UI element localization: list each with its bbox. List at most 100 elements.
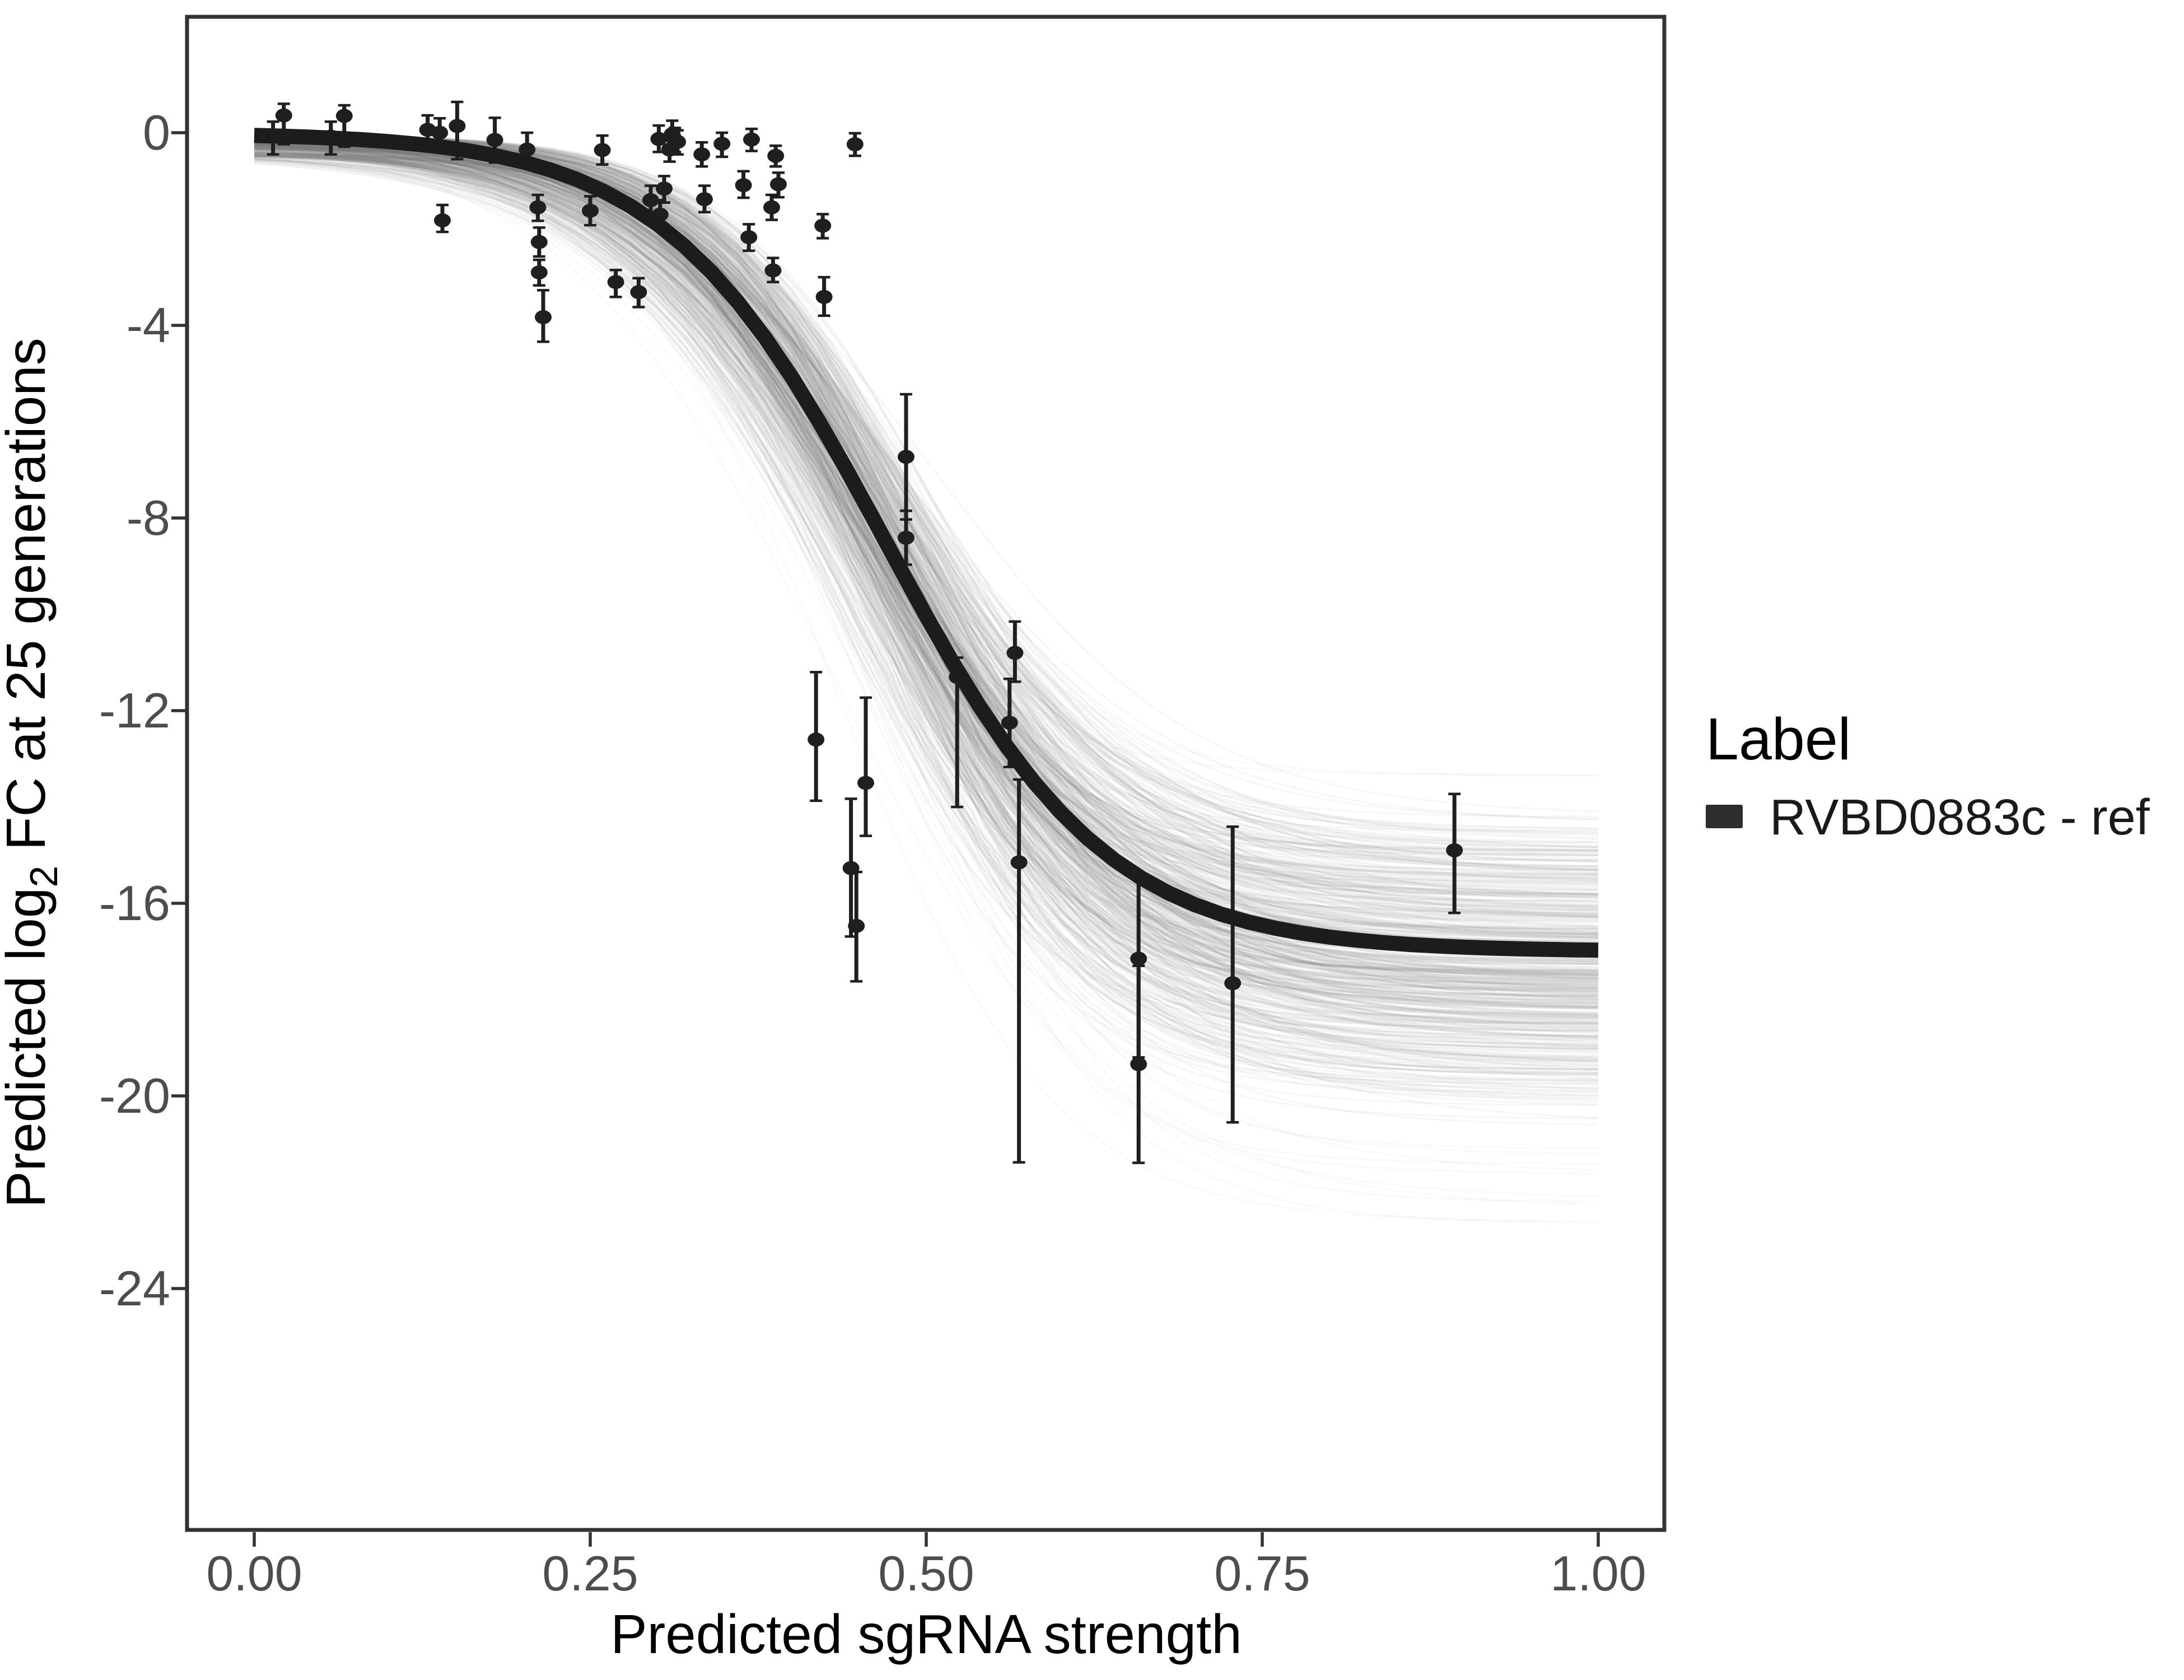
bootstrap-curve: [254, 162, 1599, 1096]
bootstrap-curve: [254, 143, 1599, 988]
bootstrap-curve: [254, 144, 1599, 881]
bootstrap-curve: [254, 141, 1599, 926]
data-point: [530, 265, 548, 279]
bootstrap-curve: [254, 142, 1599, 1011]
bootstrap-curve: [254, 143, 1599, 1018]
data-point: [582, 203, 599, 218]
bootstrap-curve: [254, 153, 1599, 1070]
data-point: [1010, 855, 1028, 870]
bootstrap-curve: [254, 142, 1599, 903]
x-axis: 0.00 0.25 0.50 0.75 1.00: [206, 1532, 1646, 1601]
data-point: [656, 181, 673, 196]
bootstrap-curve: [254, 135, 1599, 1045]
data-point-group: [661, 136, 678, 163]
data-point: [857, 776, 874, 790]
bootstrap-curve: [254, 147, 1599, 856]
bootstrap-curve: [254, 160, 1599, 974]
bootstrap-curve: [254, 133, 1599, 981]
bootstrap-curve: [254, 151, 1599, 965]
data-point: [898, 530, 914, 545]
bootstrap-curve: [254, 156, 1599, 961]
data-point: [693, 147, 711, 162]
data-point: [713, 137, 731, 151]
data-point: [486, 133, 503, 147]
data-point-group: [898, 393, 914, 521]
bootstrap-curve: [254, 133, 1599, 1009]
bootstrap-curve: [254, 157, 1599, 1063]
bootstrap-curve: [254, 141, 1599, 1023]
bootstrap-curve: [254, 141, 1599, 1005]
bootstrap-curve: [254, 143, 1599, 892]
bootstrap-curve: [254, 153, 1599, 936]
bootstrap-curve: [254, 155, 1599, 917]
y-axis-title-pre: Predicted log: [0, 888, 57, 1208]
bootstrap-curve: [254, 150, 1599, 933]
bootstrap-curve: [254, 133, 1599, 935]
legend: Label RVBD0883c - ref: [1706, 706, 2150, 846]
bootstrap-curve: [254, 138, 1599, 1059]
bootstrap-curve: [254, 145, 1599, 909]
bootstrap-curve: [254, 137, 1599, 1076]
data-point-group: [815, 276, 833, 318]
bootstrap-curve: [254, 142, 1599, 1038]
data-point: [431, 125, 449, 140]
bootstrap-curve: [254, 142, 1599, 839]
data-point: [1446, 843, 1463, 857]
bootstrap-curve: [254, 145, 1599, 1066]
bootstrap-curve: [254, 133, 1599, 876]
bootstrap-curve: [254, 146, 1599, 834]
bootstrap-curve: [254, 140, 1599, 1061]
data-point: [1001, 716, 1018, 730]
bootstrap-curve: [254, 142, 1599, 1085]
bootstrap-curve: [254, 142, 1599, 903]
data-point: [735, 178, 752, 193]
data-point-group: [857, 696, 874, 837]
data-point: [815, 290, 833, 304]
bootstrap-curve: [254, 154, 1599, 976]
bootstrap-curve: [254, 139, 1599, 1009]
data-point-group: [529, 193, 547, 222]
bootstrap-curve: [254, 133, 1599, 965]
bootstrap-curve: [254, 134, 1599, 903]
data-point-group: [594, 134, 611, 166]
bootstrap-curve: [254, 141, 1599, 978]
bootstrap-curve: [254, 153, 1599, 1025]
bootstrap-curve: [254, 143, 1599, 1016]
bootstrap-curve: [254, 162, 1599, 977]
data-point: [1130, 951, 1147, 966]
bootstrap-curve: [254, 154, 1599, 898]
data-point-group: [764, 256, 782, 283]
bootstrap-curve: [254, 145, 1599, 1023]
data-point-group: [743, 127, 760, 152]
bootstrap-curve: [254, 133, 1599, 1065]
bootstrap-curve: [254, 155, 1599, 986]
bootstrap-curve: [254, 133, 1599, 1067]
data-point-group: [1130, 964, 1147, 1164]
bootstrap-curve: [254, 134, 1599, 917]
y-tick-label: -24: [99, 1261, 170, 1316]
bootstrap-curve: [254, 146, 1599, 981]
bootstrap-curve: [254, 147, 1599, 1048]
bootstrap-curve: [254, 133, 1599, 1007]
data-point: [740, 230, 758, 245]
bootstrap-curve: [254, 157, 1599, 1077]
x-tick-label: 0.00: [206, 1546, 302, 1601]
bootstrap-curve: [254, 148, 1599, 1103]
bootstrap-curve: [254, 150, 1599, 992]
bootstrap-curve: [254, 152, 1599, 882]
bootstrap-curve: [254, 138, 1599, 978]
bootstrap-curve: [254, 153, 1599, 982]
bootstrap-curve: [254, 143, 1599, 1020]
bootstrap-curve: [254, 139, 1599, 918]
bootstrap-curve: [254, 160, 1599, 1044]
bootstrap-curve: [254, 133, 1599, 894]
bootstrap-curve: [254, 139, 1599, 992]
bootstrap-curve: [254, 134, 1599, 976]
bootstrap-curve: [254, 134, 1599, 843]
bootstrap-curve: [254, 146, 1599, 982]
data-point: [764, 263, 782, 278]
bootstrap-curve: [254, 138, 1599, 979]
bootstrap-curve: [254, 151, 1599, 1069]
bootstrap-curve: [254, 153, 1599, 857]
bootstrap-curve: [254, 155, 1599, 1002]
